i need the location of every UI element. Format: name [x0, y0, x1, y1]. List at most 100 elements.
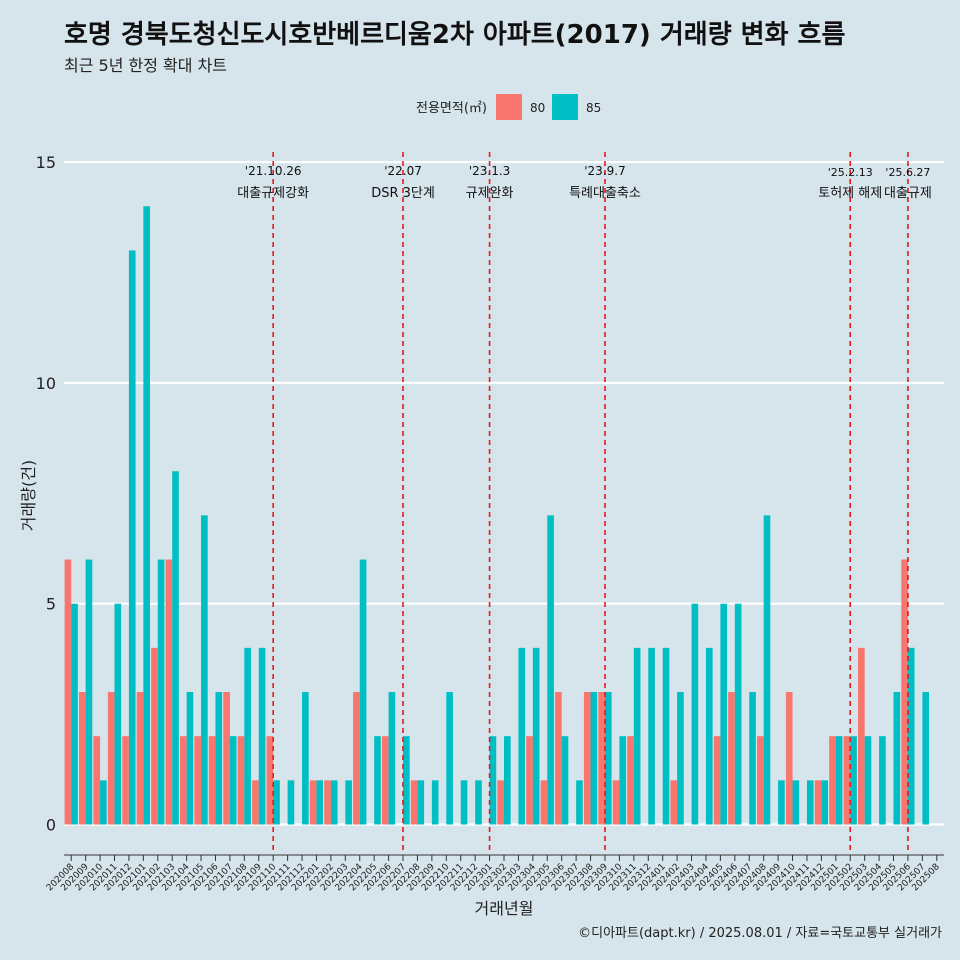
bar-85	[100, 780, 107, 825]
event-date-label: '22.07	[384, 164, 422, 178]
bar-85	[532, 647, 540, 825]
bar-85	[806, 780, 814, 825]
bar-85	[229, 736, 237, 825]
bar-80	[785, 692, 793, 825]
bar-85	[157, 559, 165, 825]
bar-85	[244, 647, 251, 825]
bar-85	[547, 515, 554, 825]
chart-title: 호명 경북도청신도시호반베르디움2차 아파트(2017) 거래량 변화 흐름	[64, 20, 846, 50]
bar-80	[223, 692, 230, 825]
bar-85	[186, 692, 194, 825]
bar-85	[734, 603, 742, 825]
bar-80	[64, 559, 72, 825]
bar-80	[555, 692, 562, 825]
event-name-label: 대출규제강화	[237, 186, 309, 201]
bar-85	[561, 736, 569, 825]
bar-85	[201, 515, 208, 825]
bar-85	[907, 647, 915, 825]
bar-85	[821, 780, 829, 825]
bar-85	[792, 780, 800, 825]
bar-85	[504, 736, 511, 825]
bar-85	[893, 692, 901, 825]
bar-85	[374, 736, 381, 825]
y-axis-title: 거래량(건)	[19, 460, 38, 531]
source-caption: ©디아파트(dapt.kr) / 2025.08.01 / 자료=국토교통부 실…	[578, 926, 942, 941]
bar-80	[309, 780, 317, 825]
bar-85	[619, 736, 627, 825]
bar-80	[540, 780, 548, 825]
bar-80	[179, 736, 187, 825]
event-name-label: 규제완화	[466, 186, 514, 201]
bar-80	[151, 647, 158, 825]
bar-85	[273, 780, 280, 825]
bar-80	[165, 559, 173, 825]
event-name-label: 대출규제	[884, 186, 932, 201]
y-tick-label: 15	[36, 153, 56, 172]
bar-80	[107, 692, 115, 825]
bar-80	[612, 780, 620, 825]
bar-85	[489, 736, 497, 825]
bar-85	[316, 780, 324, 825]
bar-80	[266, 736, 274, 825]
bar-85	[330, 780, 338, 825]
bar-85	[720, 603, 728, 825]
bar-85	[835, 736, 843, 825]
event-name-label: 토허제 해제	[818, 186, 882, 201]
event-date-label: '25.6.27	[885, 166, 930, 179]
bar-85	[677, 692, 684, 825]
bar-80	[122, 736, 129, 825]
bar-85	[172, 471, 179, 825]
bar-85	[518, 647, 526, 825]
bar-85	[388, 692, 396, 825]
bar-85	[604, 692, 612, 825]
bar-85	[633, 647, 641, 825]
bar-85	[128, 250, 136, 825]
bar-80	[829, 736, 836, 825]
bar-85	[143, 206, 150, 825]
y-tick-label: 5	[46, 595, 56, 614]
bar-85	[850, 736, 857, 825]
bar-85	[302, 692, 309, 825]
bar-85	[691, 603, 699, 825]
event-name-label: DSR 3단계	[371, 186, 435, 201]
bar-80	[526, 736, 533, 825]
bar-80	[757, 736, 764, 825]
bar-80	[324, 780, 331, 825]
bar-85	[576, 780, 583, 825]
bar-80	[136, 692, 144, 825]
x-axis-title: 거래년월	[475, 899, 534, 918]
bar-80	[194, 736, 202, 825]
bar-80	[93, 736, 101, 825]
y-tick-label: 10	[36, 374, 56, 393]
bar-80	[670, 780, 678, 825]
bar-85	[778, 780, 785, 825]
bar-85	[258, 647, 266, 825]
bar-85	[705, 647, 713, 825]
bar-85	[922, 692, 929, 825]
event-date-label: '23.9.7	[584, 164, 625, 178]
event-name-label: 특례대출축소	[569, 186, 641, 201]
legend-title: 전용면적(㎡)	[416, 101, 487, 116]
y-tick-label: 0	[46, 816, 56, 835]
chart-subtitle: 최근 5년 한정 확대 차트	[64, 56, 228, 75]
event-date-label: '25.2.13	[828, 166, 873, 179]
bar-80	[598, 692, 605, 825]
bar-80	[901, 559, 908, 825]
bar-85	[648, 647, 655, 825]
bar-85	[879, 736, 886, 825]
bar-85	[345, 780, 352, 825]
bar-85	[431, 780, 439, 825]
bar-80	[843, 736, 851, 825]
event-date-label: '21.10.26	[245, 164, 302, 178]
bar-80	[381, 736, 389, 825]
bar-80	[353, 692, 360, 825]
bar-85	[359, 559, 367, 825]
bar-80	[497, 780, 504, 825]
bar-85	[114, 603, 122, 825]
bar-80	[79, 692, 86, 825]
bar-85	[215, 692, 223, 825]
bar-85	[662, 647, 670, 825]
bar-85	[71, 603, 78, 825]
bar-80	[237, 736, 245, 825]
